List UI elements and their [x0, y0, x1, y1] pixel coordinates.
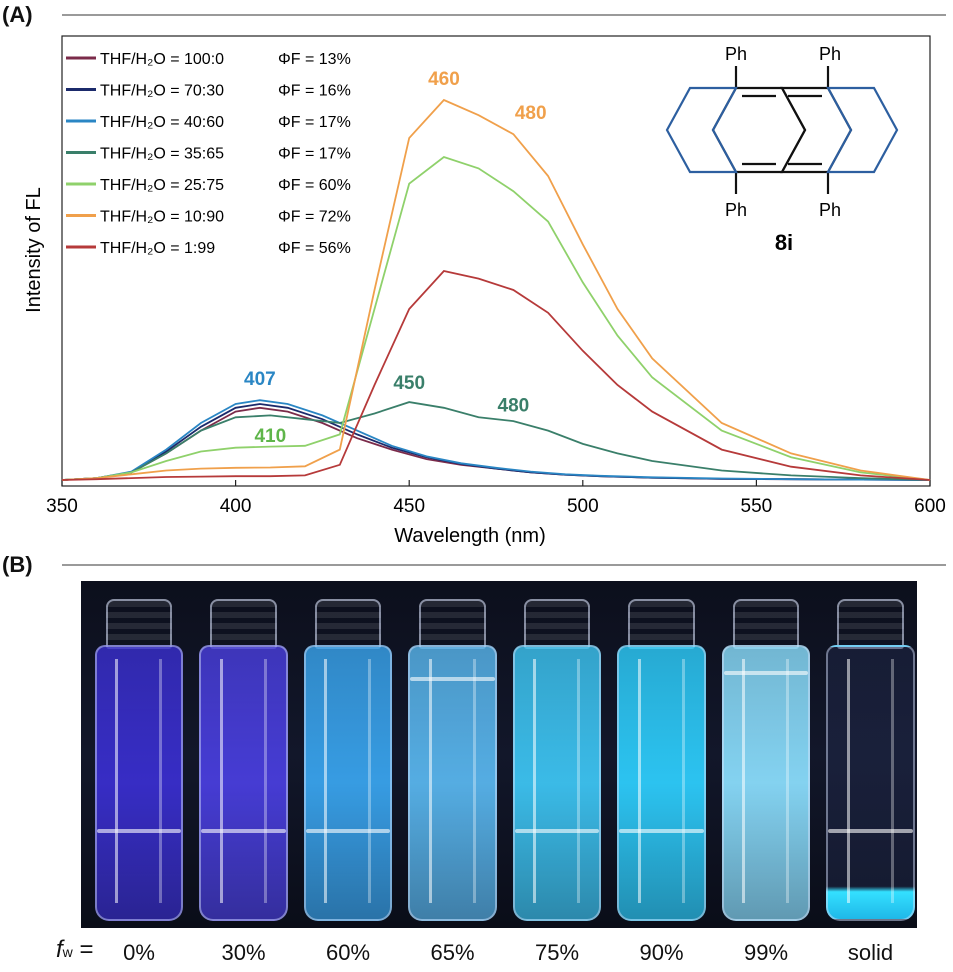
series-line-5 [61, 98, 931, 481]
peak-label-1: 410 [254, 426, 286, 447]
series-line-4 [61, 155, 931, 481]
panel-a-label: (A) [2, 2, 33, 27]
peak-label-5: 480 [515, 103, 547, 124]
legend-label-3: THF/H₂O = 35:65 [100, 146, 224, 163]
fw-label: fw = [56, 936, 94, 963]
legend-quantum-yield-4: ΦF = 60% [278, 177, 351, 194]
vials-photo [81, 581, 917, 928]
x-axis: 350 400 450 500 550 600 [46, 480, 946, 517]
x-tick-label: 500 [567, 496, 599, 517]
legend-label-6: THF/H₂O = 1:99 [100, 240, 215, 257]
legend-label-4: THF/H₂O = 25:75 [100, 177, 224, 194]
vial-5 [616, 599, 708, 921]
panel-b-label: (B) [2, 552, 33, 577]
series-line-6 [61, 270, 931, 481]
vial-1 [198, 599, 290, 921]
x-tick-label: 550 [741, 496, 773, 517]
fraction-label-4: 75% [534, 940, 580, 965]
cyclohexane-ring-left [665, 86, 738, 174]
legend-quantum-yield-6: ΦF = 56% [278, 240, 351, 257]
molecule-label: 8i [775, 230, 793, 255]
vial-3 [407, 599, 499, 921]
legend-label-2: THF/H₂O = 40:60 [100, 114, 224, 131]
fraction-label-2: 60% [325, 940, 371, 965]
peak-label-3: 480 [498, 396, 530, 417]
legend-quantum-yield-5: ΦF = 72% [278, 209, 351, 226]
x-tick-label: 600 [914, 496, 946, 517]
phenyl-label-top-right: Ph [819, 44, 841, 64]
phenyl-label-bottom-right: Ph [819, 200, 841, 220]
y-axis-title: Intensity of FL [23, 187, 45, 313]
legend: THF/H₂O = 100:0 ΦF = 13% THF/H₂O = 70:30 ΦF… [66, 51, 351, 257]
molecule-8i [665, 66, 899, 194]
vial-6 [720, 599, 812, 921]
phenyl-label-bottom-left: Ph [725, 200, 747, 220]
peak-label-2: 450 [393, 373, 425, 394]
series-line-2 [61, 399, 931, 481]
legend-label-1: THF/H₂O = 70:30 [100, 83, 224, 100]
panel-b-divider [62, 564, 946, 566]
peak-label-4: 460 [428, 69, 460, 90]
legend-quantum-yield-1: ΦF = 16% [278, 83, 351, 100]
legend-quantum-yield-0: ΦF = 13% [278, 51, 351, 68]
fraction-label-6: 99% [743, 940, 789, 965]
vial-7 [825, 599, 917, 921]
fraction-label-3: 65% [430, 940, 475, 965]
plot-frame [61, 35, 931, 487]
fraction-label-1: 30% [221, 940, 266, 965]
x-axis-title: Wavelength (nm) [394, 525, 546, 547]
x-tick-label: 450 [393, 496, 425, 517]
fraction-label-0: 0% [123, 940, 155, 965]
vial-0 [93, 599, 185, 921]
panel-a-divider [62, 14, 946, 16]
series-line-3 [61, 401, 931, 481]
fraction-label-5: 90% [639, 940, 684, 965]
cyclohexane-ring-right [826, 86, 899, 174]
legend-quantum-yield-3: ΦF = 17% [278, 146, 351, 163]
fluorescence-chart: 350 400 450 500 550 600 THF/H₂O = 100:0 ΦF = 1… [23, 35, 946, 547]
fraction-label-7: solid [847, 940, 894, 965]
vial-4 [511, 599, 603, 921]
peak-annotations: 407 410 450 480 460 480 [244, 69, 547, 447]
legend-quantum-yield-2: ΦF = 17% [278, 114, 351, 131]
peak-label-0: 407 [244, 369, 276, 390]
x-tick-label: 350 [46, 496, 78, 517]
legend-label-0: THF/H₂O = 100:0 [100, 51, 224, 68]
vial-2 [302, 599, 394, 921]
phenyl-label-top-left: Ph [725, 44, 747, 64]
x-tick-label: 400 [220, 496, 252, 517]
series-lines [61, 98, 931, 481]
legend-label-5: THF/H₂O = 10:90 [100, 209, 224, 226]
